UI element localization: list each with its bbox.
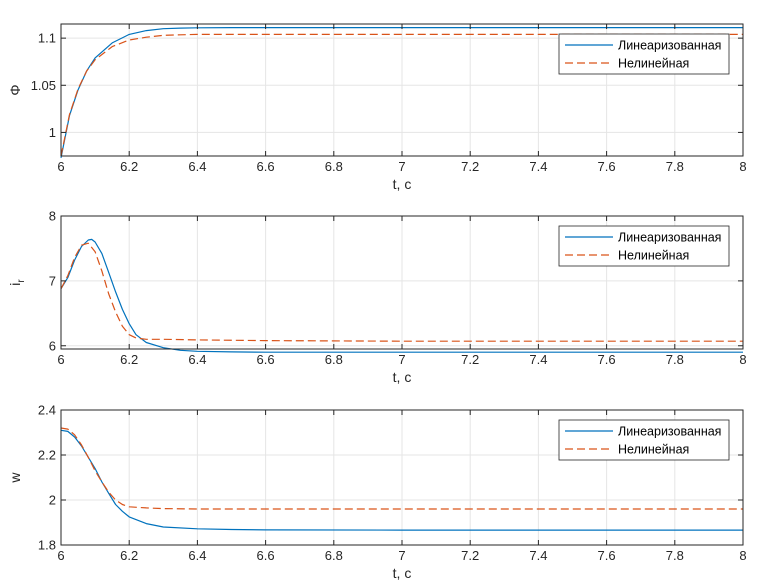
x-tick-label: 7.8 bbox=[666, 159, 684, 174]
chart-2: 6 6.2 6.4 6.6 6.8 7 7.2 7.4 7.6 7.8 8 6 7 8 t, c ir Лине… bbox=[7, 209, 747, 386]
y-tick-label: 7 bbox=[49, 273, 56, 288]
x-tick-label: 8 bbox=[739, 159, 746, 174]
x-tick-label: 6 bbox=[57, 352, 64, 367]
x-tick-label: 7.2 bbox=[461, 352, 479, 367]
x-tick-label: 8 bbox=[739, 352, 746, 367]
y-tick-label: 2.4 bbox=[38, 403, 56, 418]
y-tick-label: 1 bbox=[49, 125, 56, 140]
series-line-2 bbox=[60, 33, 743, 157]
y-axis-label-subscript: r bbox=[16, 279, 27, 283]
x-tick-label: 7.6 bbox=[598, 159, 616, 174]
x-tick-label: 6.2 bbox=[120, 548, 138, 563]
legend-label-2: Нелинейная bbox=[618, 443, 689, 457]
y-tick-label: 2 bbox=[49, 493, 56, 508]
x-tick-label: 7.8 bbox=[666, 352, 684, 367]
x-tick-label: 6.6 bbox=[257, 548, 275, 563]
legend-label-1: Линеаризованная bbox=[618, 39, 721, 53]
x-tick-label: 6 bbox=[57, 548, 64, 563]
x-axis-label: t, c bbox=[393, 176, 412, 192]
x-tick-label: 7.6 bbox=[598, 352, 616, 367]
chart-3: 6 6.2 6.4 6.6 6.8 7 7.2 7.4 7.6 7.8 8 1.8 2 2.2 2.4 t, … bbox=[7, 403, 747, 581]
x-tick-label: 6.2 bbox=[120, 352, 138, 367]
legend-box bbox=[558, 33, 730, 75]
x-tick-label: 7 bbox=[398, 159, 405, 174]
x-tick-label: 7.6 bbox=[598, 548, 616, 563]
legend: Линеаризованная Нелинейная bbox=[558, 33, 730, 75]
x-tick-label: 6.4 bbox=[188, 159, 206, 174]
x-tick-label: 6.8 bbox=[325, 352, 343, 367]
legend-label-2: Нелинейная bbox=[618, 57, 689, 71]
x-tick-label: 7.4 bbox=[529, 159, 547, 174]
x-tick-label: 6.8 bbox=[325, 548, 343, 563]
legend-label-1: Линеаризованная bbox=[618, 231, 721, 245]
legend-box bbox=[558, 419, 730, 461]
legend-label-2: Нелинейная bbox=[618, 249, 689, 263]
y-tick-label: 6 bbox=[49, 338, 56, 353]
y-axis-label: w bbox=[7, 472, 23, 484]
x-tick-label: 7.8 bbox=[666, 548, 684, 563]
y-tick-label: 8 bbox=[49, 209, 56, 224]
x-tick-label: 6.4 bbox=[188, 352, 206, 367]
y-tick-label: 2.2 bbox=[38, 448, 56, 463]
y-tick-label: 1.05 bbox=[31, 78, 56, 93]
x-tick-label: 6.8 bbox=[325, 159, 343, 174]
x-tick-label: 6.4 bbox=[188, 548, 206, 563]
legend: Линеаризованная Нелинейная bbox=[558, 225, 730, 267]
x-axis-label: t, c bbox=[393, 369, 412, 385]
y-tick-label: 1.1 bbox=[38, 31, 56, 46]
y-axis-label: Φ bbox=[7, 84, 23, 95]
legend: Линеаризованная Нелинейная bbox=[558, 419, 730, 461]
x-tick-label: 6.6 bbox=[257, 159, 275, 174]
y-axis-label: ir bbox=[7, 279, 27, 286]
legend-label-1: Линеаризованная bbox=[618, 425, 721, 439]
chart-1: 6 6.2 6.4 6.6 6.8 7 7.2 7.4 7.6 7.8 8 1 1.05 1.1 t, c Φ… bbox=[7, 23, 747, 192]
x-tick-label: 6 bbox=[57, 159, 64, 174]
x-tick-label: 7.2 bbox=[461, 548, 479, 563]
series-line-2 bbox=[60, 242, 743, 342]
series-line-2 bbox=[60, 427, 743, 510]
x-tick-label: 7.2 bbox=[461, 159, 479, 174]
x-tick-label: 8 bbox=[739, 548, 746, 563]
x-tick-label: 6.6 bbox=[257, 352, 275, 367]
x-tick-label: 6.2 bbox=[120, 159, 138, 174]
series-line-1 bbox=[60, 429, 743, 531]
x-tick-label: 7.4 bbox=[529, 548, 547, 563]
legend-box bbox=[558, 225, 730, 267]
x-tick-label: 7 bbox=[398, 352, 405, 367]
x-axis-label: t, c bbox=[393, 565, 412, 581]
y-tick-label: 1.8 bbox=[38, 538, 56, 553]
x-tick-label: 7.4 bbox=[529, 352, 547, 367]
x-tick-label: 7 bbox=[398, 548, 405, 563]
